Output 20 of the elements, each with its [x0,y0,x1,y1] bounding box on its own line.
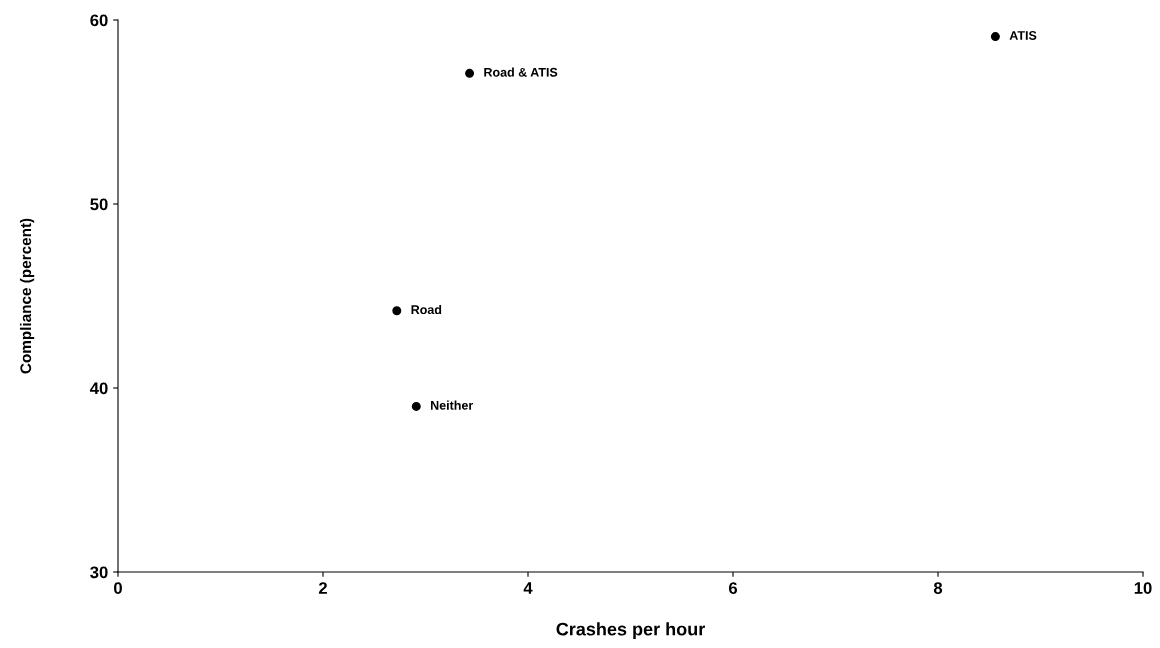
point [465,68,475,78]
x-tick-label: 4 [523,582,533,594]
x-tick-label: 0 [114,582,122,594]
point [411,401,421,411]
annotation: ATIS [1009,31,1037,40]
annotation: Road & ATIS [484,67,558,77]
x-tick-label: 8 [933,582,943,594]
point [392,306,402,316]
y-tick-label: 40 [89,382,108,395]
x-tick-label: 2 [318,582,327,594]
x-axis-title: Crashes per hour [556,622,705,640]
point [990,32,1000,42]
y-tick-label: 60 [90,14,108,27]
y-axis-title: Compliance (percent) [19,218,35,374]
annotation: Neither [431,400,474,410]
x-tick-label: 6 [728,582,738,594]
y-tick-label: 30 [90,566,108,579]
x-tick-label: 10 [1134,582,1152,594]
y-tick-label: 50 [90,198,108,211]
annotation: Road [411,304,442,315]
